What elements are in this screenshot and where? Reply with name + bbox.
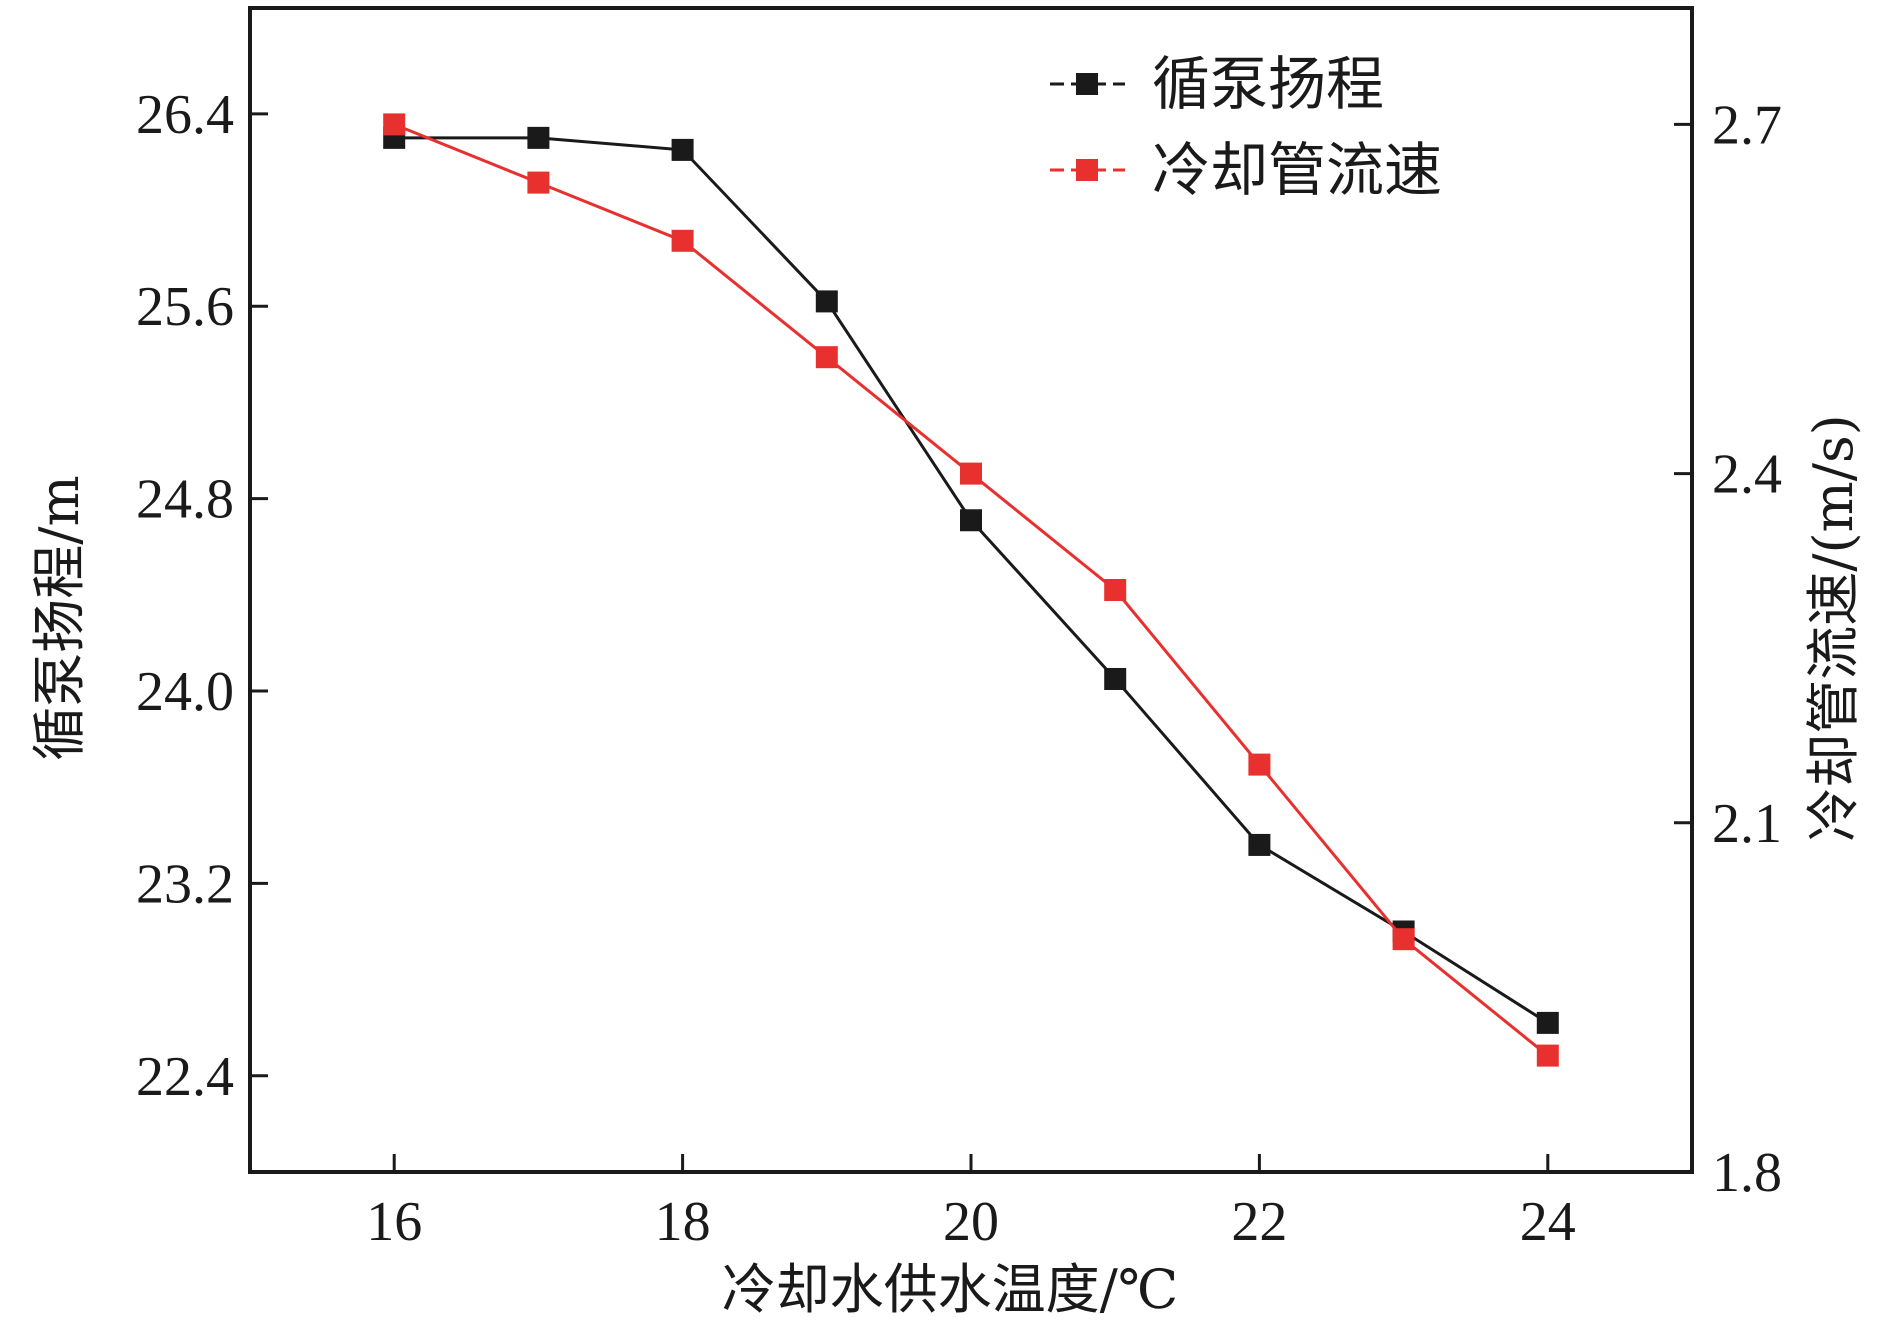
left-y-axis-ticks: 22.4 23.2 24.0 24.8 25.6 26.4 [136,84,268,1108]
data-point [815,346,838,369]
y2-tick-label: 2.1 [1712,793,1782,855]
data-point [527,171,550,194]
legend: 循泵扬程 冷却管流速 [1050,50,1442,204]
data-point [1248,833,1271,856]
data-point [383,113,406,136]
y-tick-label: 22.4 [136,1046,234,1108]
y-tick-label: 23.2 [136,853,234,915]
series-1 [383,126,1559,1034]
y-tick-label: 24.8 [136,469,234,531]
x-axis-ticks: 16 18 20 22 24 [366,1154,1576,1253]
left-y-axis-title: 循泵扬程/m [28,475,91,760]
data-point [1248,753,1271,776]
data-point [1104,579,1127,601]
data-point [815,290,838,313]
y-tick-label: 26.4 [136,84,234,146]
series-line [394,136,1549,1025]
y-tick-label: 25.6 [136,276,234,338]
right-y-axis-title: 冷却管流速/(m/s) [1802,414,1865,841]
legend-label-series-2: 冷却管流速 [1152,136,1442,204]
x-tick-label: 22 [1231,1191,1287,1253]
y2-tick-label: 2.4 [1712,444,1782,506]
x-tick-label: 18 [655,1191,711,1253]
data-point [1392,928,1415,951]
x-axis-title: 冷却水供水温度/℃ [722,1258,1179,1321]
legend-marker-series-1 [1076,73,1098,95]
data-point [960,509,982,532]
series-layer [383,113,1559,1067]
x-tick-label: 16 [366,1191,422,1253]
data-point [960,462,982,485]
legend-label-series-1: 循泵扬程 [1152,50,1384,118]
x-tick-label: 24 [1520,1191,1576,1253]
data-point [671,138,694,161]
legend-marker-series-2 [1076,159,1098,181]
series-2 [383,113,1559,1067]
x-tick-label: 20 [943,1191,999,1253]
y2-tick-label: 2.7 [1712,94,1782,156]
y2-tick-label: 1.8 [1712,1142,1782,1204]
data-point [527,126,550,149]
y-tick-label: 24.0 [136,661,234,723]
data-point [1536,1011,1559,1034]
data-point [1536,1044,1559,1067]
data-point [1104,667,1127,690]
data-point [671,229,694,252]
right-y-axis-ticks: 1.8 2.1 2.4 2.7 [1674,94,1782,1204]
